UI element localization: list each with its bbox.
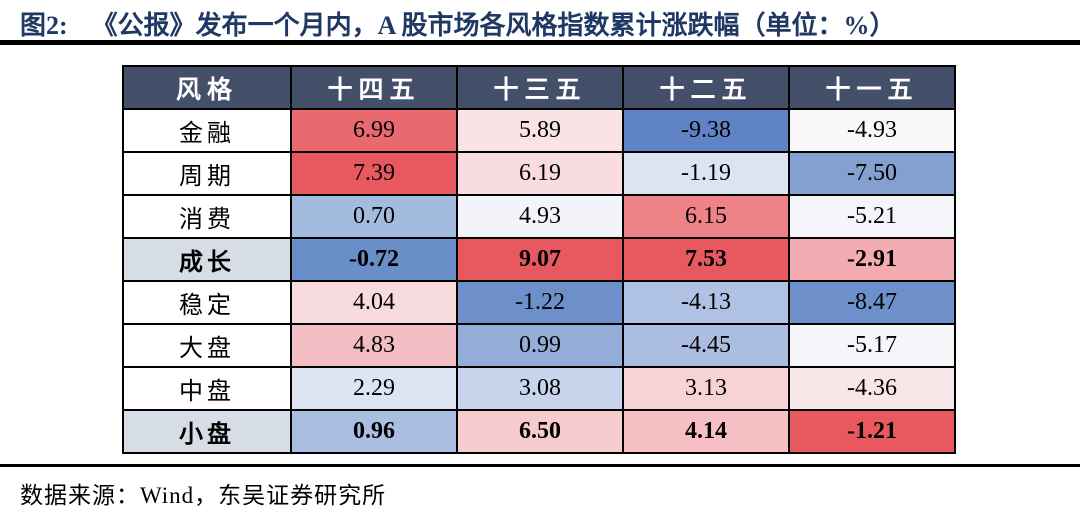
col-header-2: 十三五 xyxy=(456,65,624,110)
figure-number: 图2: xyxy=(20,11,68,40)
cell-r3-c2: 7.53 xyxy=(622,237,790,282)
cell-r1-c1: 6.19 xyxy=(456,151,624,196)
cell-r3-c0: -0.72 xyxy=(290,237,458,282)
cell-r2-c3: -5.21 xyxy=(788,194,956,239)
row-label-2: 消费 xyxy=(122,194,292,239)
cell-r6-c3: -4.36 xyxy=(788,366,956,411)
cell-r3-c3: -2.91 xyxy=(788,237,956,282)
cell-r4-c1: -1.22 xyxy=(456,280,624,325)
cell-r0-c2: -9.38 xyxy=(622,108,790,153)
cell-r5-c3: -5.17 xyxy=(788,323,956,368)
cell-r7-c1: 6.50 xyxy=(456,409,624,454)
row-label-5: 大盘 xyxy=(122,323,292,368)
row-label-6: 中盘 xyxy=(122,366,292,411)
style-index-table: 风格 十四五 十三五 十二五 十一五 金融 6.99 5.89 -9.38 -4.93 周期 7.3… xyxy=(122,65,956,454)
table-row-7: 小盘 0.96 6.50 4.14 -1.21 xyxy=(122,409,956,454)
table-row-2: 消费 0.70 4.93 6.15 -5.21 xyxy=(122,194,956,239)
cell-r4-c0: 4.04 xyxy=(290,280,458,325)
cell-r2-c2: 6.15 xyxy=(622,194,790,239)
table-row-1: 周期 7.39 6.19 -1.19 -7.50 xyxy=(122,151,956,196)
row-label-7: 小盘 xyxy=(122,409,292,454)
cell-r2-c0: 0.70 xyxy=(290,194,458,239)
col-header-0: 风格 xyxy=(122,65,292,110)
figure-title: 图2: 《公报》发布一个月内，A 股市场各风格指数累计涨跌幅（单位：%） xyxy=(20,5,896,42)
col-header-4: 十一五 xyxy=(788,65,956,110)
cell-r7-c3: -1.21 xyxy=(788,409,956,454)
table-row-0: 金融 6.99 5.89 -9.38 -4.93 xyxy=(122,108,956,153)
cell-r5-c0: 4.83 xyxy=(290,323,458,368)
row-label-4: 稳定 xyxy=(122,280,292,325)
footer-divider xyxy=(0,464,1080,467)
title-divider xyxy=(0,40,1080,45)
row-label-3: 成长 xyxy=(122,237,292,282)
table-row-6: 中盘 2.29 3.08 3.13 -4.36 xyxy=(122,366,956,411)
cell-r0-c1: 5.89 xyxy=(456,108,624,153)
data-source: 数据来源：Wind，东吴证券研究所 xyxy=(20,483,387,508)
cell-r5-c1: 0.99 xyxy=(456,323,624,368)
table-row-4: 稳定 4.04 -1.22 -4.13 -8.47 xyxy=(122,280,956,325)
cell-r2-c1: 4.93 xyxy=(456,194,624,239)
row-label-0: 金融 xyxy=(122,108,292,153)
cell-r5-c2: -4.45 xyxy=(622,323,790,368)
header-row: 风格 十四五 十三五 十二五 十一五 xyxy=(122,65,956,110)
cell-r7-c0: 0.96 xyxy=(290,409,458,454)
cell-r4-c2: -4.13 xyxy=(622,280,790,325)
table-row-3: 成长 -0.72 9.07 7.53 -2.91 xyxy=(122,237,956,282)
cell-r7-c2: 4.14 xyxy=(622,409,790,454)
cell-r4-c3: -8.47 xyxy=(788,280,956,325)
cell-r1-c2: -1.19 xyxy=(622,151,790,196)
cell-r6-c0: 2.29 xyxy=(290,366,458,411)
cell-r6-c1: 3.08 xyxy=(456,366,624,411)
row-label-1: 周期 xyxy=(122,151,292,196)
col-header-3: 十二五 xyxy=(622,65,790,110)
cell-r0-c3: -4.93 xyxy=(788,108,956,153)
table-header: 风格 十四五 十三五 十二五 十一五 xyxy=(122,65,956,110)
figure-title-text: 《公报》发布一个月内，A 股市场各风格指数累计涨跌幅（单位：%） xyxy=(91,11,896,40)
cell-r1-c0: 7.39 xyxy=(290,151,458,196)
cell-r1-c3: -7.50 xyxy=(788,151,956,196)
table-row-5: 大盘 4.83 0.99 -4.45 -5.17 xyxy=(122,323,956,368)
cell-r3-c1: 9.07 xyxy=(456,237,624,282)
col-header-1: 十四五 xyxy=(290,65,458,110)
cell-r0-c0: 6.99 xyxy=(290,108,458,153)
cell-r6-c2: 3.13 xyxy=(622,366,790,411)
